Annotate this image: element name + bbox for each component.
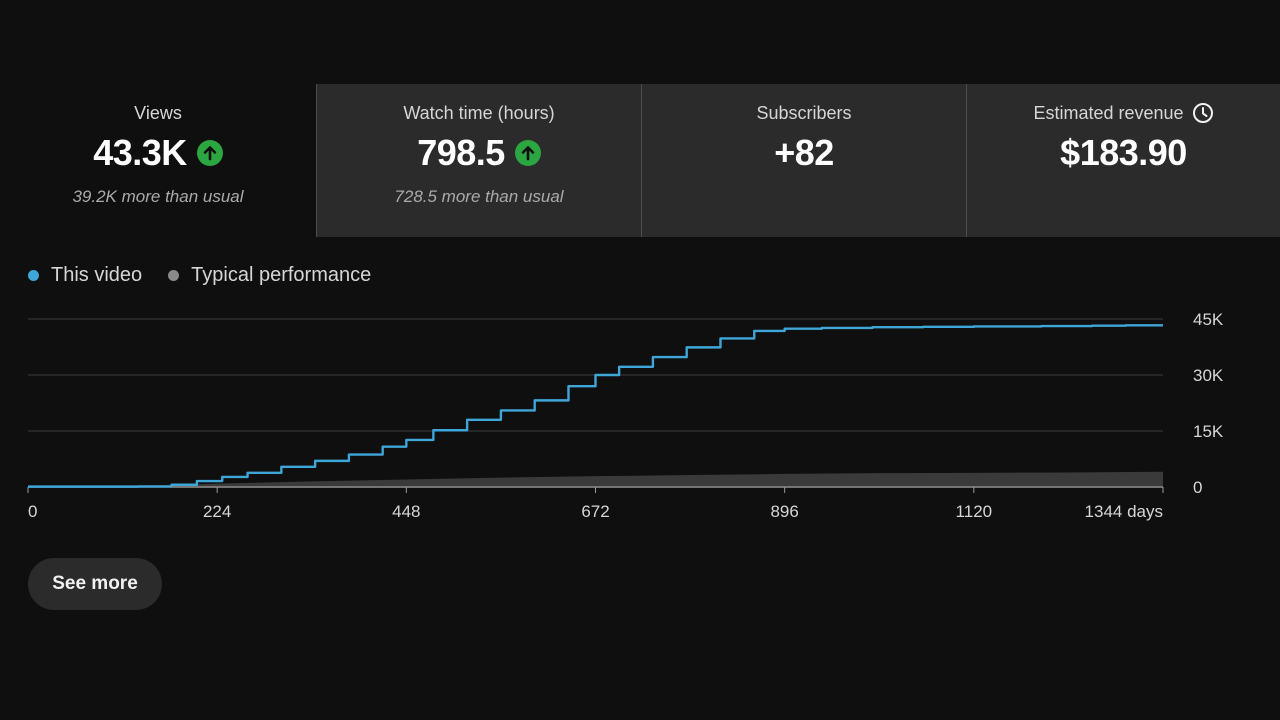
views-chart[interactable]: 0 15K 30K 45K 0 224 448 672 896 1120 1344 days <box>0 300 1280 540</box>
clock-icon[interactable] <box>1192 102 1214 124</box>
y-tick-label: 0 <box>1193 478 1202 497</box>
x-tick-label: 448 <box>392 502 420 521</box>
arrow-up-icon <box>196 140 223 166</box>
metric-comparison: 728.5 more than usual <box>394 187 564 206</box>
x-tick-label: 1344 days <box>1085 502 1163 521</box>
legend-dot <box>28 270 39 281</box>
metric-value: 798.5 <box>417 132 505 173</box>
x-tick-label: 0 <box>28 502 37 521</box>
x-tick-label: 224 <box>203 502 231 521</box>
series-area-typical-performance <box>28 471 1163 487</box>
y-tick-label: 15K <box>1193 422 1224 441</box>
chart-legend: This video Typical performance <box>28 264 397 287</box>
x-tick-label: 672 <box>581 502 609 521</box>
see-more-button[interactable]: See more <box>28 558 162 610</box>
y-tick-label: 45K <box>1193 310 1224 329</box>
metric-value: +82 <box>774 132 834 173</box>
legend-item-typical: Typical performance <box>168 264 371 287</box>
metric-label: Views <box>134 102 182 123</box>
metric-tab-revenue[interactable]: Estimated revenue $183.90 <box>966 84 1280 237</box>
metric-tab-subscribers[interactable]: Subscribers +82 <box>641 84 966 237</box>
series-line-this-video <box>28 324 1163 488</box>
metric-tab-watch-time[interactable]: Watch time (hours) 798.5 728.5 more than… <box>316 84 641 237</box>
x-tick-label: 896 <box>770 502 798 521</box>
y-tick-label: 30K <box>1193 366 1224 385</box>
metric-label: Estimated revenue <box>1033 102 1184 123</box>
metric-tab-views[interactable]: Views 43.3K 39.2K more than usual <box>0 84 316 237</box>
legend-label: This video <box>51 264 143 286</box>
legend-item-this-video: This video <box>28 264 142 287</box>
metric-tabs: Views 43.3K 39.2K more than usual Watch … <box>0 84 1280 237</box>
legend-dot <box>168 270 180 281</box>
metric-value: 43.3K <box>93 132 187 173</box>
metric-label: Watch time (hours) <box>403 102 555 123</box>
x-tick-label: 1120 <box>956 502 993 521</box>
legend-label: Typical performance <box>191 264 372 286</box>
arrow-up-icon <box>514 140 541 166</box>
metric-value: $183.90 <box>1060 132 1187 173</box>
metric-comparison: 39.2K more than usual <box>72 187 244 206</box>
metric-label: Subscribers <box>756 102 852 123</box>
